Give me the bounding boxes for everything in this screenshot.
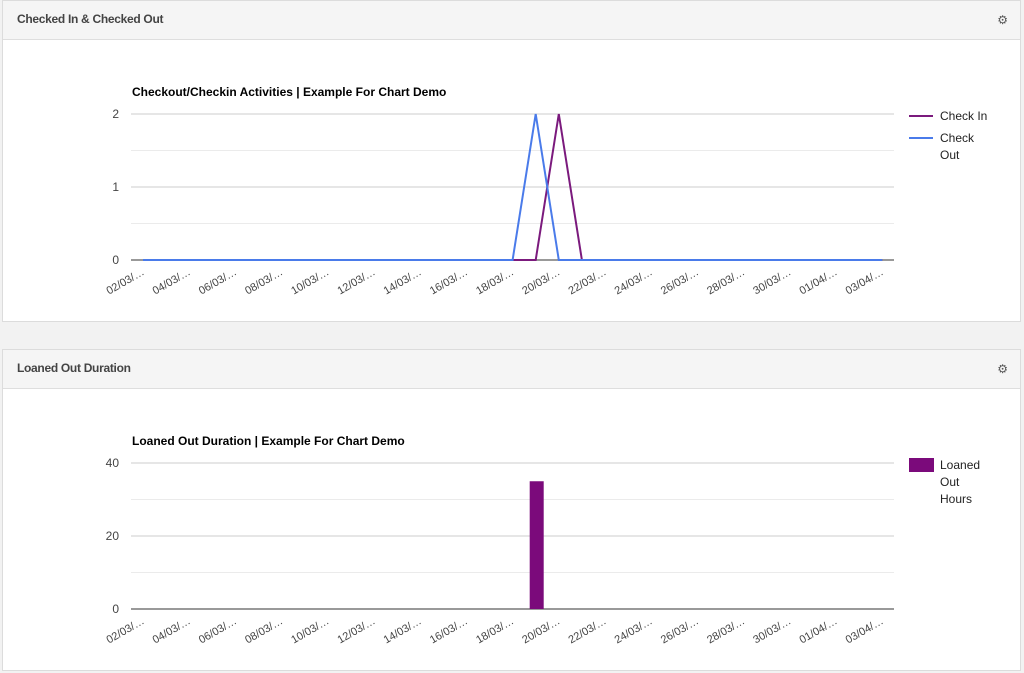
x-tick-label: 03/04/… <box>844 615 886 646</box>
y-tick-label: 0 <box>112 602 119 616</box>
x-tick-label: 02/03/… <box>104 266 146 297</box>
series-line-check-out <box>143 113 883 261</box>
loaned-out-panel: Loaned Out Duration ⚙ Loaned Out Duratio… <box>2 349 1021 671</box>
bar <box>529 481 544 609</box>
gear-icon[interactable]: ⚙ <box>997 362 1008 376</box>
x-tick-label: 12/03/… <box>335 266 377 297</box>
x-tick-label: 30/03/… <box>751 266 793 297</box>
x-tick-label: 10/03/… <box>289 266 331 297</box>
legend-label: Check <box>940 131 975 145</box>
x-tick-label: 24/03/… <box>613 266 655 297</box>
loaned-out-chart: Loaned Out Duration | Example For Chart … <box>104 434 980 646</box>
x-tick-label: 22/03/… <box>566 615 608 646</box>
x-tick-label: 20/03/… <box>520 266 562 297</box>
chart-title: Checkout/Checkin Activities | Example Fo… <box>132 85 446 99</box>
checkin-checkout-chart: Checkout/Checkin Activities | Example Fo… <box>104 85 987 297</box>
panel-title: Loaned Out Duration <box>17 361 131 375</box>
x-tick-label: 16/03/… <box>428 266 470 297</box>
x-tick-label: 18/03/… <box>474 615 516 646</box>
x-tick-label: 14/03/… <box>382 266 424 297</box>
x-tick-label: 24/03/… <box>613 615 655 646</box>
legend-label: Loaned <box>940 458 980 472</box>
x-tick-label: 30/03/… <box>751 615 793 646</box>
x-tick-label: 26/03/… <box>659 266 701 297</box>
x-tick-label: 06/03/… <box>197 266 239 297</box>
x-tick-label: 26/03/… <box>659 615 701 646</box>
x-tick-label: 08/03/… <box>243 615 285 646</box>
x-tick-label: 28/03/… <box>705 266 747 297</box>
legend-label: Check In <box>940 109 987 123</box>
gear-icon[interactable]: ⚙ <box>997 13 1008 27</box>
x-tick-label: 04/03/… <box>151 266 193 297</box>
x-tick-label: 04/03/… <box>151 615 193 646</box>
legend-label: Out <box>940 475 960 489</box>
y-tick-label: 40 <box>106 456 120 470</box>
x-tick-label: 22/03/… <box>566 266 608 297</box>
x-tick-label: 01/04/… <box>797 266 839 297</box>
checkin-checkout-panel: Checked In & Checked Out ⚙ Checkout/Chec… <box>2 0 1021 322</box>
y-tick-label: 2 <box>112 107 119 121</box>
x-tick-label: 12/03/… <box>335 615 377 646</box>
x-tick-label: 16/03/… <box>428 615 470 646</box>
panel-title: Checked In & Checked Out <box>17 12 164 26</box>
x-tick-label: 28/03/… <box>705 615 747 646</box>
x-tick-label: 06/03/… <box>197 615 239 646</box>
panel-header: Checked In & Checked Out ⚙ <box>3 1 1020 40</box>
y-tick-label: 1 <box>112 180 119 194</box>
x-tick-label: 14/03/… <box>382 615 424 646</box>
x-tick-label: 02/03/… <box>104 615 146 646</box>
x-tick-label: 03/04/… <box>844 266 886 297</box>
legend-label: Hours <box>940 492 972 506</box>
x-tick-label: 18/03/… <box>474 266 516 297</box>
y-tick-label: 0 <box>112 253 119 267</box>
y-tick-label: 20 <box>106 529 120 543</box>
x-tick-label: 08/03/… <box>243 266 285 297</box>
legend-label: Out <box>940 148 960 162</box>
chart-title: Loaned Out Duration | Example For Chart … <box>132 434 405 448</box>
x-tick-label: 01/04/… <box>797 615 839 646</box>
x-tick-label: 10/03/… <box>289 615 331 646</box>
x-tick-label: 20/03/… <box>520 615 562 646</box>
legend-swatch <box>909 458 934 472</box>
panel-header: Loaned Out Duration ⚙ <box>3 350 1020 389</box>
